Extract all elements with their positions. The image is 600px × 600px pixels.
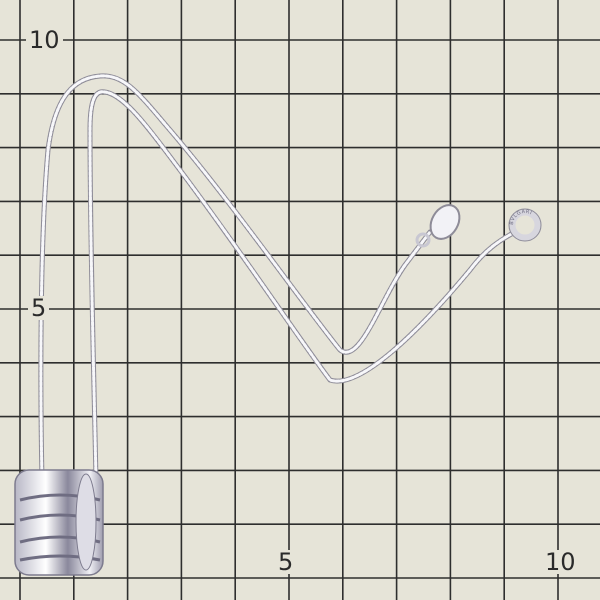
grid-label-bottom-mid: 5 xyxy=(275,550,297,574)
grid-label-bottom-right: 10 xyxy=(542,550,579,574)
lobster-clasp xyxy=(415,204,461,248)
grid-label-left-mid: 5 xyxy=(28,296,50,320)
ring-pendant xyxy=(14,469,104,576)
grid-label-top-left: 10 xyxy=(26,28,63,52)
logo-tag-ring: BVLGARI xyxy=(508,208,542,242)
necklace-chain xyxy=(38,73,518,483)
chain-strand-inner xyxy=(87,89,518,483)
